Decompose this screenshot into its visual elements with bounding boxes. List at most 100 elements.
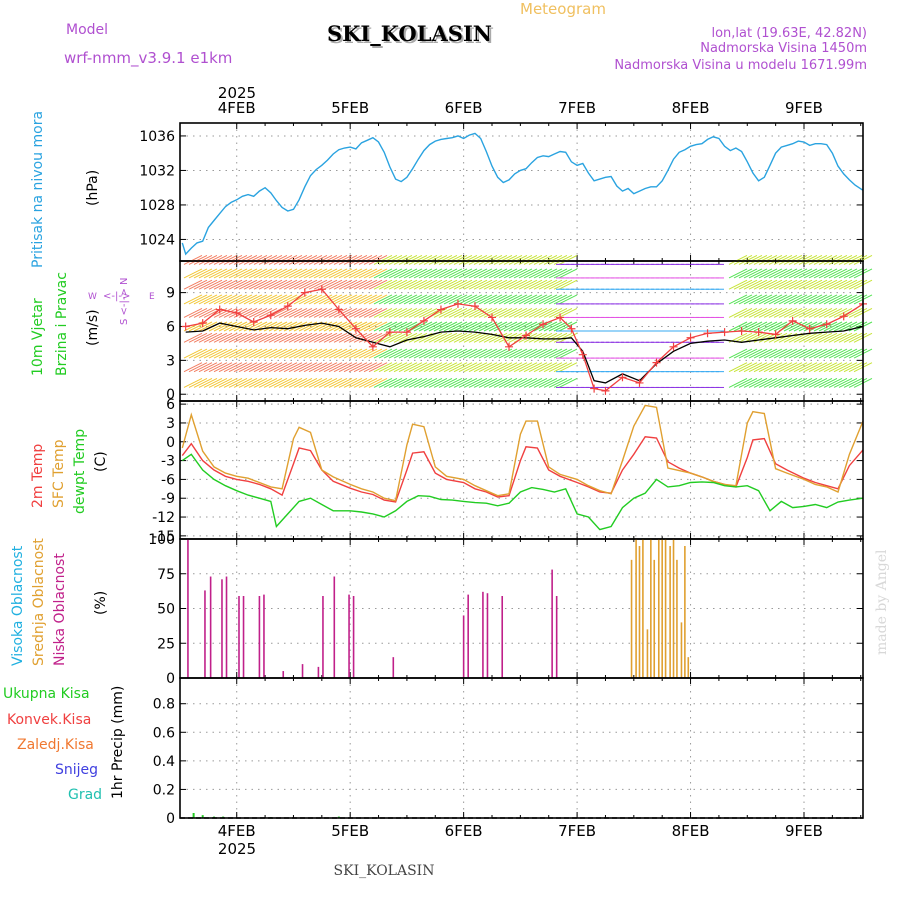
wind-barb: [458, 378, 478, 388]
wind-barb: [368, 321, 388, 332]
wind-barb: [193, 332, 213, 343]
gust-marker: [368, 342, 377, 351]
panel-frame: [179, 400, 864, 540]
wind-barb: [788, 268, 808, 279]
wind-barb: [218, 332, 238, 343]
wind-barb: [213, 378, 233, 388]
wind-barb: [738, 308, 758, 318]
wind-barb: [478, 348, 498, 359]
wind-barb: [183, 362, 203, 373]
wind-barb: [463, 254, 483, 265]
wind-barb: [473, 294, 493, 305]
model-name: wrf-nmm_v3.9.1 e1km: [64, 49, 232, 68]
wind-barb: [358, 254, 378, 265]
wind-barb: [323, 254, 343, 265]
wind-barb: [288, 332, 308, 343]
wind-barb: [188, 268, 208, 279]
wind-barb: [328, 378, 348, 388]
wind-barb: [443, 321, 463, 332]
wind-barb: [328, 254, 348, 265]
wind-barb: [558, 308, 578, 318]
wind-barb: [328, 348, 348, 359]
wind-barb: [208, 279, 228, 290]
wind-barb: [443, 332, 463, 343]
wind-barb: [853, 254, 873, 265]
wind-barb: [388, 362, 408, 373]
wind-barb: [463, 268, 483, 279]
wind-barb: [558, 362, 578, 373]
wind-barb: [798, 268, 818, 279]
wind-barb: [383, 294, 403, 305]
wind-barb: [813, 332, 833, 343]
wind-barb: [273, 254, 293, 265]
wind-barb: [288, 348, 308, 359]
cloud-panel: Visoka Oblacnost Srednja Oblacnost Niska…: [10, 538, 109, 666]
wind-barb: [763, 268, 783, 279]
wind-barb: [408, 294, 428, 305]
wind-barb: [788, 332, 808, 343]
wind-barb: [208, 378, 228, 388]
wind-barb: [283, 348, 303, 359]
wind-barb: [758, 378, 778, 388]
wind-barb: [503, 254, 523, 265]
wind-barb: [303, 254, 323, 265]
wind-barb: [428, 321, 448, 332]
wind-barb: [213, 348, 233, 359]
wind-barb: [363, 294, 383, 305]
wind-barb: [263, 268, 283, 279]
top-date-labels: 4FEB 5FEB 6FEB 7FEB 8FEB 9FEB: [218, 99, 823, 117]
wind-barb: [413, 279, 433, 290]
wind-barb: [188, 362, 208, 373]
wind-barb: [208, 348, 228, 359]
wind-barb: [413, 294, 433, 305]
wind-barb: [223, 279, 243, 290]
gust-marker: [822, 320, 831, 329]
wind-barb: [318, 348, 338, 359]
wind-barb: [338, 321, 358, 332]
wind-barb: [313, 332, 333, 343]
wind-barb: [813, 254, 833, 265]
wind-barb: [203, 378, 223, 388]
wind-barb: [248, 378, 268, 388]
wind-barb: [433, 294, 453, 305]
wind-barb: [378, 268, 398, 279]
wind-barb: [298, 378, 318, 388]
wind-barb: [448, 268, 468, 279]
wind-barb: [748, 268, 768, 279]
top-date-label: 6FEB: [445, 99, 483, 117]
wind-barb: [728, 254, 748, 265]
wind-barb: [223, 294, 243, 305]
wind-barb: [208, 254, 228, 265]
wind-barb: [303, 279, 323, 290]
wind-barb: [848, 308, 868, 318]
wind-barb: [398, 268, 418, 279]
wind-barb: [433, 362, 453, 373]
wind-barb: [828, 268, 848, 279]
wind-barb: [848, 362, 868, 373]
wind-barb: [323, 348, 343, 359]
wind-barb: [728, 378, 748, 388]
wind-barb: [238, 294, 258, 305]
wind-barb: [558, 378, 578, 388]
wind-barb: [518, 268, 538, 279]
wind-barb: [383, 279, 403, 290]
y-tick-label: 100: [148, 532, 175, 548]
y-tick-label: -12: [152, 510, 175, 526]
wind-barb: [348, 362, 368, 373]
wind-barb: [543, 362, 563, 373]
wind-barb: [458, 332, 478, 343]
wind-barb: [488, 279, 508, 290]
wind-barb: [318, 321, 338, 332]
wind-barb: [518, 308, 538, 318]
wind-barb: [843, 321, 863, 332]
wind-barb: [803, 268, 823, 279]
wind-barb: [313, 378, 333, 388]
wind-barb: [323, 268, 343, 279]
wind-barb: [833, 362, 853, 373]
wind-barb: [358, 279, 378, 290]
wind-barb: [278, 279, 298, 290]
wind-barb: [758, 308, 778, 318]
y-tick-label: 3: [166, 416, 175, 432]
wind-barb: [468, 294, 488, 305]
wind-barb: [378, 362, 398, 373]
